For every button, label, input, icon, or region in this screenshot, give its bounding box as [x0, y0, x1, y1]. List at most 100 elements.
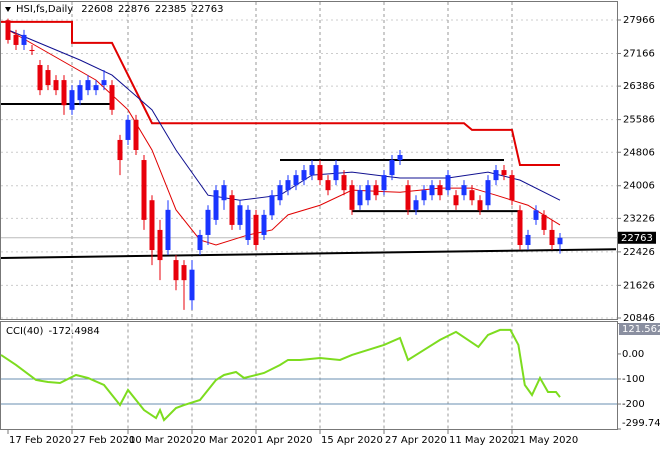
x-tick-label: 17 Feb 2020	[9, 435, 71, 446]
candle-body	[85, 80, 91, 91]
close: 22763	[192, 4, 224, 15]
y-tick-label: 121.5627	[622, 324, 660, 335]
candle-body	[45, 70, 51, 86]
candle-body	[69, 90, 75, 110]
candle-body	[365, 185, 371, 201]
candle-body	[117, 139, 123, 161]
candle-body	[197, 234, 203, 251]
candle-body	[333, 165, 339, 181]
candle-body	[317, 165, 323, 181]
x-tick-label: 21 May 2020	[513, 435, 578, 446]
candle-body	[501, 170, 507, 176]
last-price-label: 22763	[621, 233, 653, 244]
candle-body	[221, 185, 227, 201]
candle-body	[349, 185, 355, 210]
high: 22876	[118, 4, 150, 15]
candle-body	[21, 34, 27, 45]
y-tick-label: -100	[622, 374, 645, 385]
candle-body	[437, 185, 443, 196]
candle-body	[541, 214, 547, 230]
candle-body	[453, 195, 459, 206]
overlay-line	[7, 29, 561, 246]
candle-body	[109, 85, 115, 110]
overlay-line	[0, 248, 617, 259]
y-tick-label: 24006	[623, 181, 655, 192]
candle-body	[133, 119, 139, 150]
candle-body	[269, 195, 275, 216]
chart-title: HSI,fs,Daily 22608 22876 22385 22763	[16, 4, 223, 15]
overlay-line	[1, 20, 560, 167]
candle-body	[525, 234, 531, 246]
candle-body	[509, 175, 515, 201]
candle-body	[461, 185, 467, 196]
candle-body	[413, 200, 419, 210]
candle-body	[53, 80, 59, 91]
candle-body	[389, 160, 395, 176]
candle-body	[341, 175, 347, 191]
y-tick-label: 25586	[623, 115, 655, 126]
candle-body	[397, 155, 403, 161]
price-panel	[0, 1, 618, 320]
candle-body	[285, 180, 291, 191]
candle-body	[189, 269, 195, 301]
candle-body	[477, 200, 483, 211]
candle-body	[277, 185, 283, 201]
overlay-line	[7, 29, 561, 201]
candle-body	[405, 185, 411, 210]
y-tick-label: 21626	[623, 280, 655, 291]
x-tick-label: 11 May 2020	[449, 435, 514, 446]
candle-body	[293, 175, 299, 186]
candle-body	[557, 237, 563, 245]
candle-body	[77, 85, 83, 101]
candle-body	[261, 214, 267, 235]
candle-body	[325, 180, 331, 191]
candle-body	[37, 65, 43, 91]
candle-body	[533, 210, 539, 220]
cci-title: CCI(40) -172.4984	[6, 326, 100, 337]
y-tick-label: -299.7474	[622, 418, 660, 429]
last-price-box	[618, 231, 656, 244]
candle-body	[237, 205, 243, 225]
candle-body	[13, 34, 19, 45]
y-tick-label: 27966	[623, 15, 655, 26]
candle-body	[421, 190, 427, 201]
candle-body	[29, 49, 35, 51]
candle-body	[5, 20, 11, 40]
x-tick-label: 27 Feb 2020	[73, 435, 135, 446]
open: 22608	[81, 4, 113, 15]
x-tick-label: 20 Mar 2020	[193, 435, 256, 446]
candle-body	[229, 195, 235, 225]
candle-body	[125, 119, 131, 140]
candle-body	[157, 229, 163, 261]
x-tick-label: 15 Apr 2020	[321, 435, 383, 446]
candle-body	[301, 170, 307, 181]
y-tick-label: 0.00	[622, 349, 644, 360]
y-tick-label: -200	[622, 399, 645, 410]
cci-panel	[0, 321, 618, 430]
cci-value: -172.4984	[48, 326, 99, 337]
candle-body	[205, 209, 211, 235]
candle-body	[101, 80, 107, 86]
candle-body	[373, 185, 379, 196]
cci-line	[0, 328, 561, 422]
candle-body	[309, 165, 315, 176]
cci-name: CCI(40)	[6, 326, 44, 337]
candle-body	[517, 210, 523, 246]
x-tick-label: 1 Apr 2020	[257, 435, 312, 446]
x-tick-label: 27 Apr 2020	[385, 435, 447, 446]
candle-body	[469, 190, 475, 201]
candle-body	[381, 175, 387, 191]
candle-body	[549, 229, 555, 246]
y-tick-label: 23226	[623, 213, 655, 224]
candle-body	[429, 185, 435, 196]
collapse-icon	[5, 7, 11, 12]
y-tick-label: 27166	[623, 48, 655, 59]
y-tick-label: 20846	[623, 313, 655, 324]
candle-body	[445, 175, 451, 191]
candle-body	[61, 80, 67, 106]
symbol: HSI,fs,Daily	[16, 4, 73, 15]
candle-body	[357, 190, 363, 206]
y-tick-label: 24806	[623, 147, 655, 158]
y-tick-label: 26386	[623, 81, 655, 92]
